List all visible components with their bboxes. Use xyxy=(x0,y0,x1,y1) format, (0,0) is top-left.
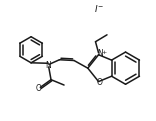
Text: +: + xyxy=(102,50,107,55)
Text: O: O xyxy=(97,78,103,87)
Text: I$^-$: I$^-$ xyxy=(94,3,105,14)
Text: N: N xyxy=(45,61,51,70)
Text: O: O xyxy=(35,84,41,93)
Text: N: N xyxy=(98,49,103,58)
